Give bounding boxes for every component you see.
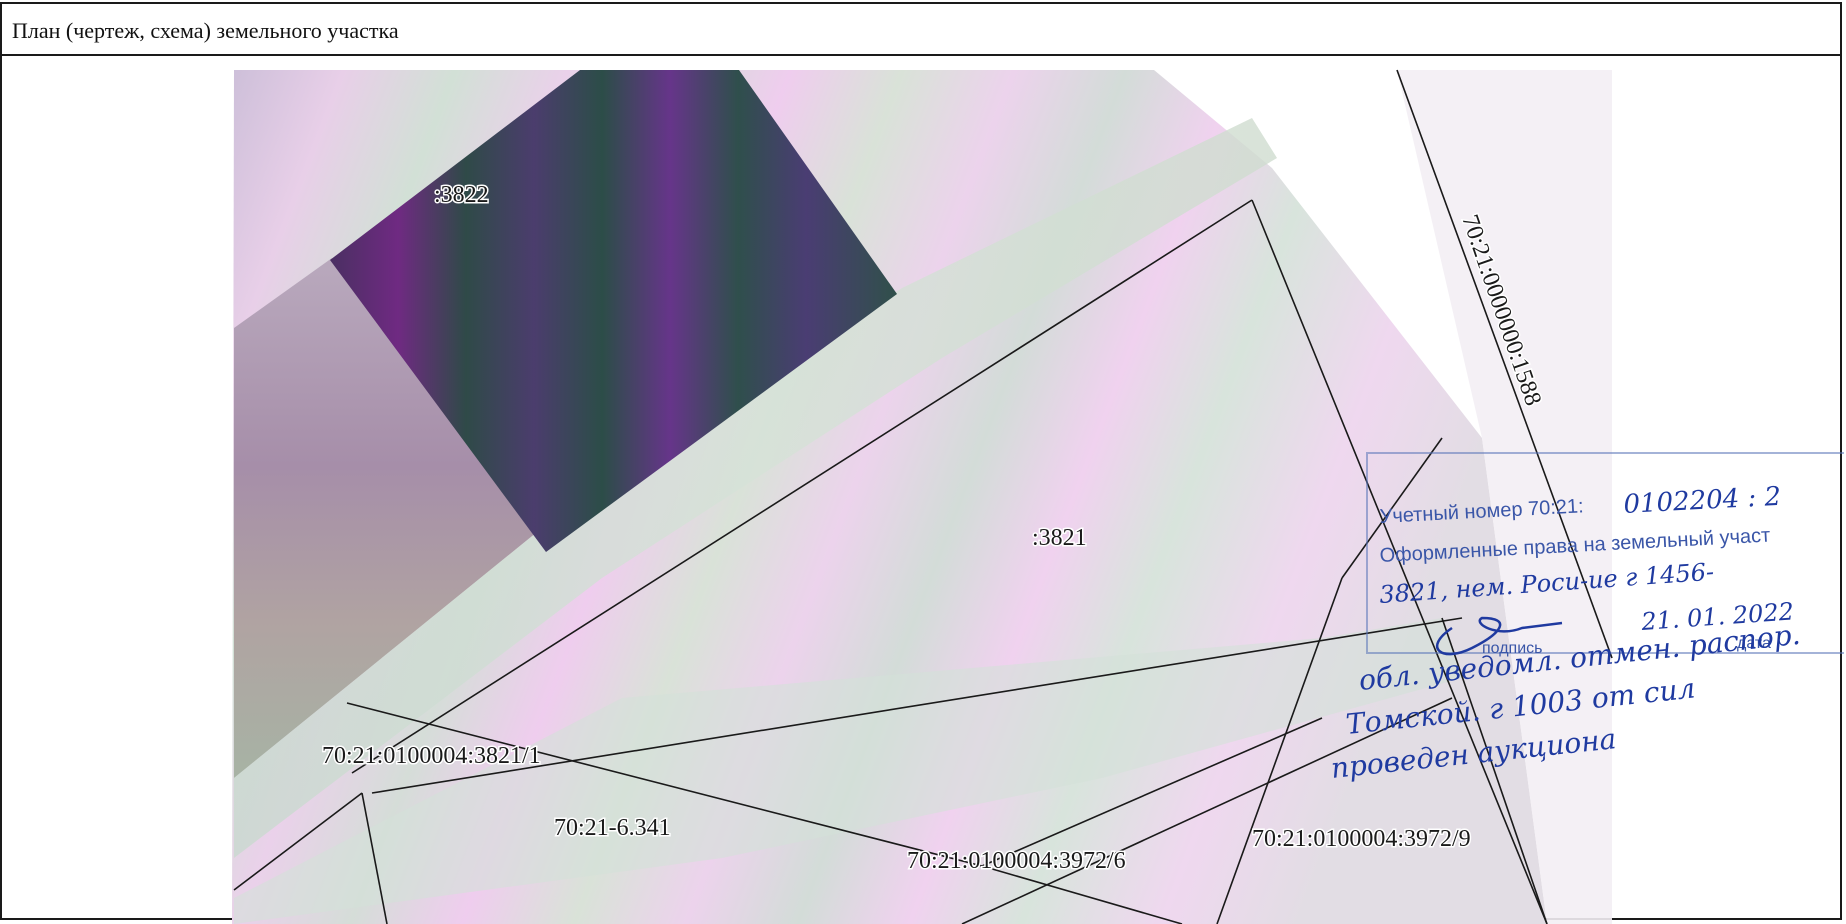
boundary-line bbox=[961, 697, 1453, 924]
boundary-line bbox=[981, 865, 1183, 924]
parcel-boundaries bbox=[233, 69, 1613, 924]
right-faded-area bbox=[1397, 70, 1612, 924]
parcel-label-3821-1[interactable]: 70:21:0100004:3821/1 bbox=[321, 742, 543, 771]
map-imagery bbox=[232, 70, 1612, 924]
left-grey-area bbox=[234, 258, 542, 778]
boundary-line bbox=[1396, 69, 1613, 659]
boundary-line bbox=[361, 792, 388, 924]
page-title: План (чертеж, схема) земельного участка bbox=[12, 18, 399, 43]
stamp-date-caption: дата bbox=[1737, 635, 1771, 652]
stamp-account-value: 0102204 : 2 bbox=[1623, 482, 1782, 520]
parcel-label-3821[interactable]: :3821 bbox=[1031, 524, 1089, 553]
header-bar: План (чертеж, схема) земельного участка bbox=[2, 4, 1840, 56]
diagonal-strip bbox=[234, 118, 1277, 858]
parcel-3822-fill[interactable] bbox=[330, 70, 897, 552]
parcel-label-3972-6[interactable]: 70:21:0100004:3972/6 bbox=[906, 847, 1128, 876]
parcel-label-3972-9[interactable]: 70:21:0100004:3972/9 bbox=[1251, 825, 1473, 854]
boundary-line bbox=[981, 717, 1323, 867]
zone-label-6341[interactable]: 70:21-6.341 bbox=[553, 814, 673, 843]
bottom-strip bbox=[234, 618, 1462, 924]
boundary-line bbox=[1251, 199, 1548, 924]
stamp-border bbox=[1366, 452, 1844, 654]
boundary-line bbox=[346, 702, 983, 867]
signature-icon bbox=[1436, 616, 1563, 656]
boundary-line bbox=[1341, 437, 1443, 579]
boundary-line bbox=[371, 617, 1463, 794]
map-area[interactable]: :3822 :3821 70:21:0000000:1588 70:21:010… bbox=[2, 58, 1844, 924]
boundary-line bbox=[233, 792, 363, 891]
boundary-line bbox=[1216, 577, 1343, 924]
boundary-line bbox=[351, 199, 1253, 774]
boundary-line bbox=[1441, 617, 1548, 924]
stamp-signature-caption: подпись bbox=[1482, 640, 1542, 657]
parcel-label-3822[interactable]: :3822 bbox=[433, 181, 491, 210]
